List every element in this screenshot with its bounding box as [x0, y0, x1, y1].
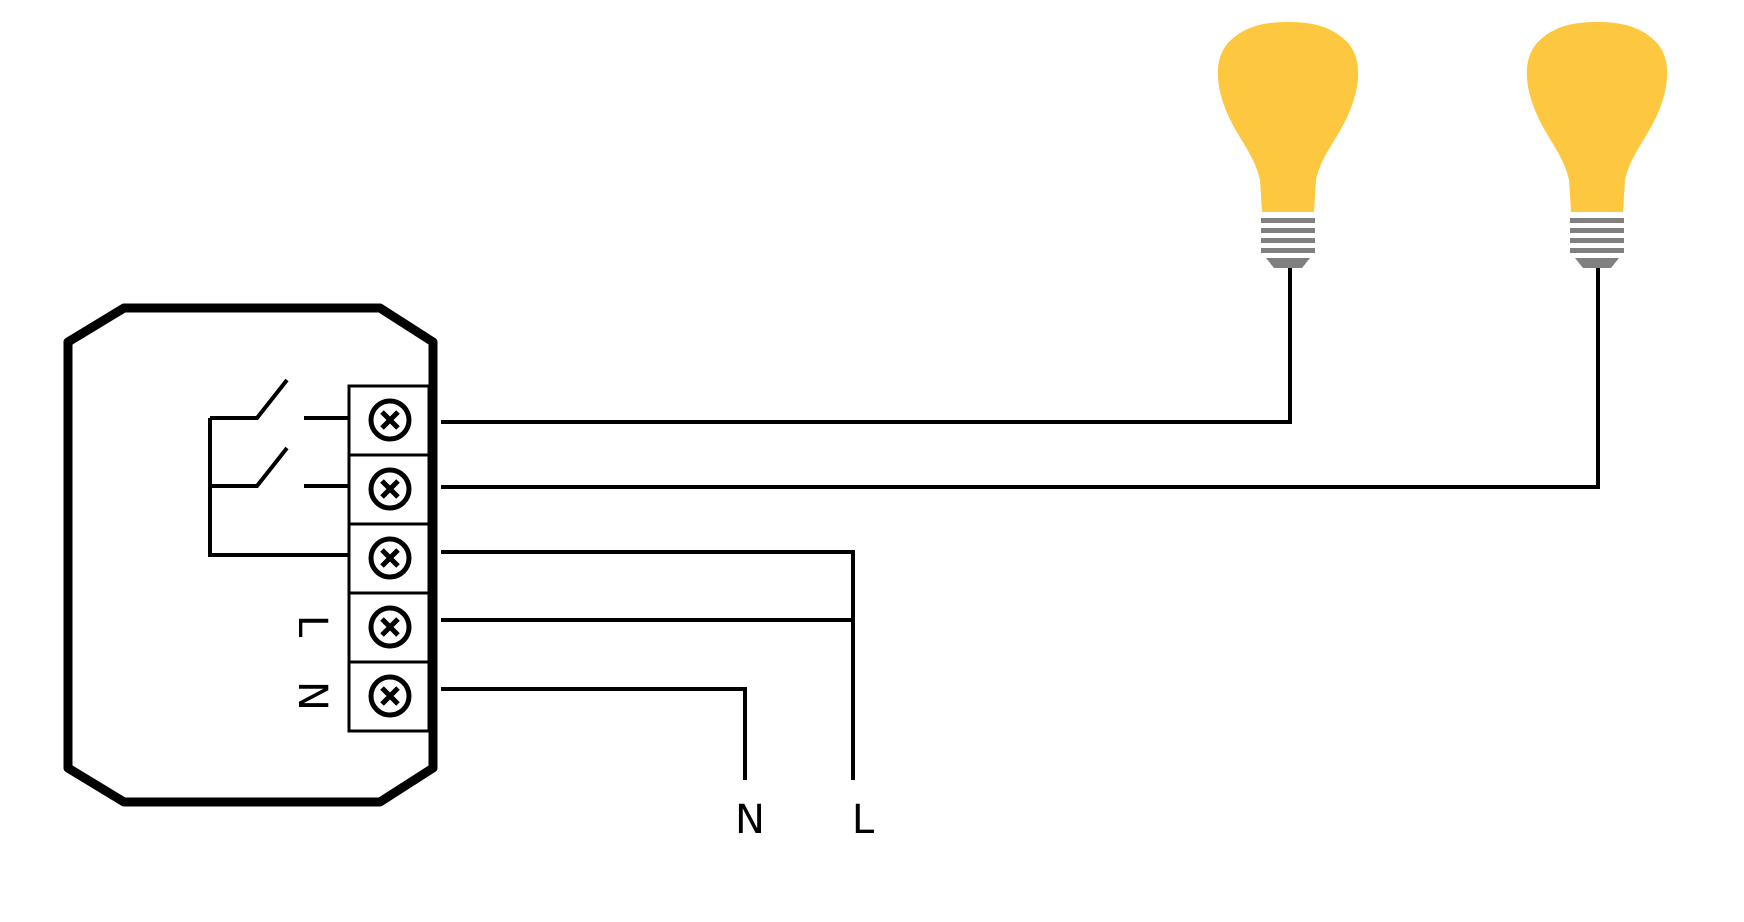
wire-live-common	[441, 550, 855, 780]
wires	[441, 268, 1600, 780]
screw-terminal-icon	[368, 674, 412, 718]
terminal-block	[347, 384, 431, 733]
switch-contact-icon	[210, 446, 289, 488]
screw-terminal-icon	[368, 467, 412, 511]
supply-label-live: L	[852, 797, 875, 843]
light-bulb-icon	[1217, 22, 1359, 268]
screw-terminal-icon	[368, 536, 412, 580]
supply-label-neutral: N	[735, 797, 765, 843]
switch-contact-icon	[210, 378, 289, 420]
wire-neutral	[441, 687, 747, 780]
wire-to-bulb-1	[441, 268, 1292, 424]
terminal-label-neutral: N	[289, 681, 335, 711]
terminal-label-live: L	[289, 615, 335, 638]
internal-relay-contacts	[208, 378, 349, 557]
light-bulb-icon	[1526, 22, 1668, 268]
relay-module-housing	[63, 303, 438, 807]
screw-terminal-icon	[368, 605, 412, 649]
screw-terminal-icon	[368, 398, 412, 442]
wire-to-bulb-2	[441, 268, 1600, 489]
